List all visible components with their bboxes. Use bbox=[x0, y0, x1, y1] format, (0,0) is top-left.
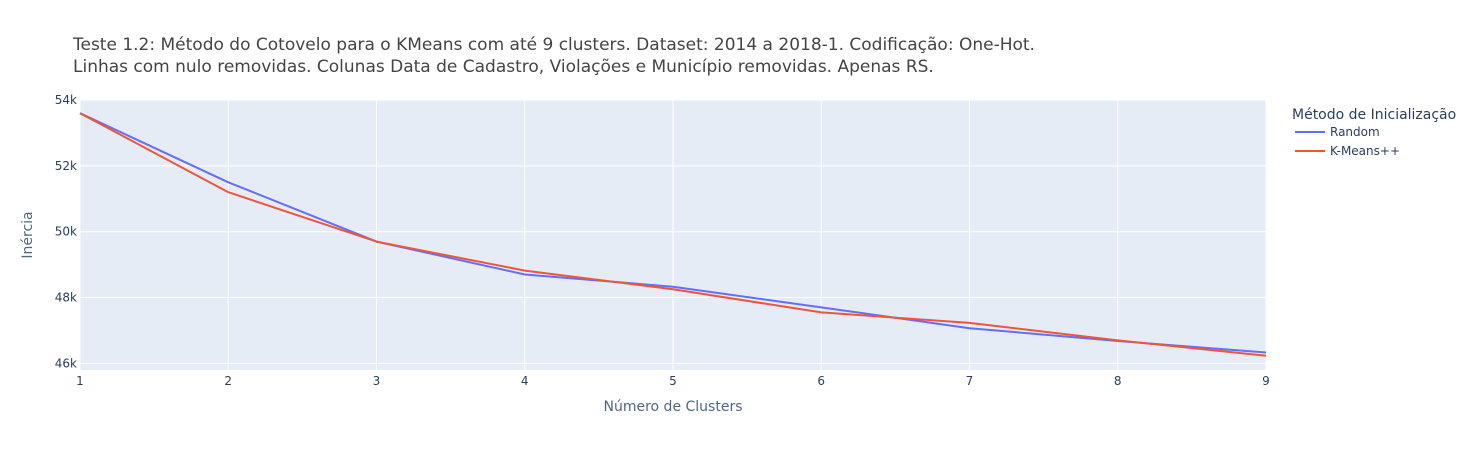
lines-layer bbox=[79, 112, 1267, 357]
legend-title: Método de Inicialização bbox=[1292, 107, 1456, 123]
grid-layer bbox=[79, 99, 1267, 370]
legend-label-random: Random bbox=[1330, 125, 1380, 139]
x-tick-label: 3 bbox=[373, 374, 381, 388]
chart-title-line-1: Teste 1.2: Método do Cotovelo para o KMe… bbox=[72, 35, 1035, 55]
y-tick-label: 48k bbox=[55, 291, 77, 305]
x-tick-label: 2 bbox=[224, 374, 232, 388]
y-tick-label: 52k bbox=[55, 159, 77, 173]
y-tick-label: 46k bbox=[55, 356, 77, 370]
series-line-random[interactable] bbox=[79, 112, 1267, 354]
x-tick-label: 4 bbox=[521, 374, 529, 388]
y-tick-label: 54k bbox=[55, 93, 77, 107]
x-tick-label: 9 bbox=[1262, 374, 1270, 388]
chart-title-line-2: Linhas com nulo removidas. Colunas Data … bbox=[73, 57, 934, 77]
ticks-layer: 1 2 3 4 5 6 7 8 9 46k 48k 50k 52k 54k bbox=[55, 93, 1270, 388]
y-tick-label: 50k bbox=[55, 225, 77, 239]
legend-item-random[interactable]: Random bbox=[1295, 125, 1380, 139]
legend-item-kmeanspp[interactable]: K-Means++ bbox=[1295, 144, 1400, 158]
x-tick-label: 6 bbox=[817, 374, 825, 388]
x-tick-label: 5 bbox=[669, 374, 677, 388]
x-tick-label: 1 bbox=[76, 374, 84, 388]
legend-label-kmeanspp: K-Means++ bbox=[1330, 144, 1400, 158]
legend[interactable]: Método de Inicialização Random K-Means++ bbox=[1292, 107, 1456, 158]
series-line-k-means-[interactable] bbox=[79, 112, 1267, 357]
x-tick-label: 8 bbox=[1114, 374, 1122, 388]
x-tick-label: 7 bbox=[966, 374, 974, 388]
x-axis-title: Número de Clusters bbox=[604, 399, 743, 415]
y-axis-title: Inércia bbox=[20, 211, 36, 258]
